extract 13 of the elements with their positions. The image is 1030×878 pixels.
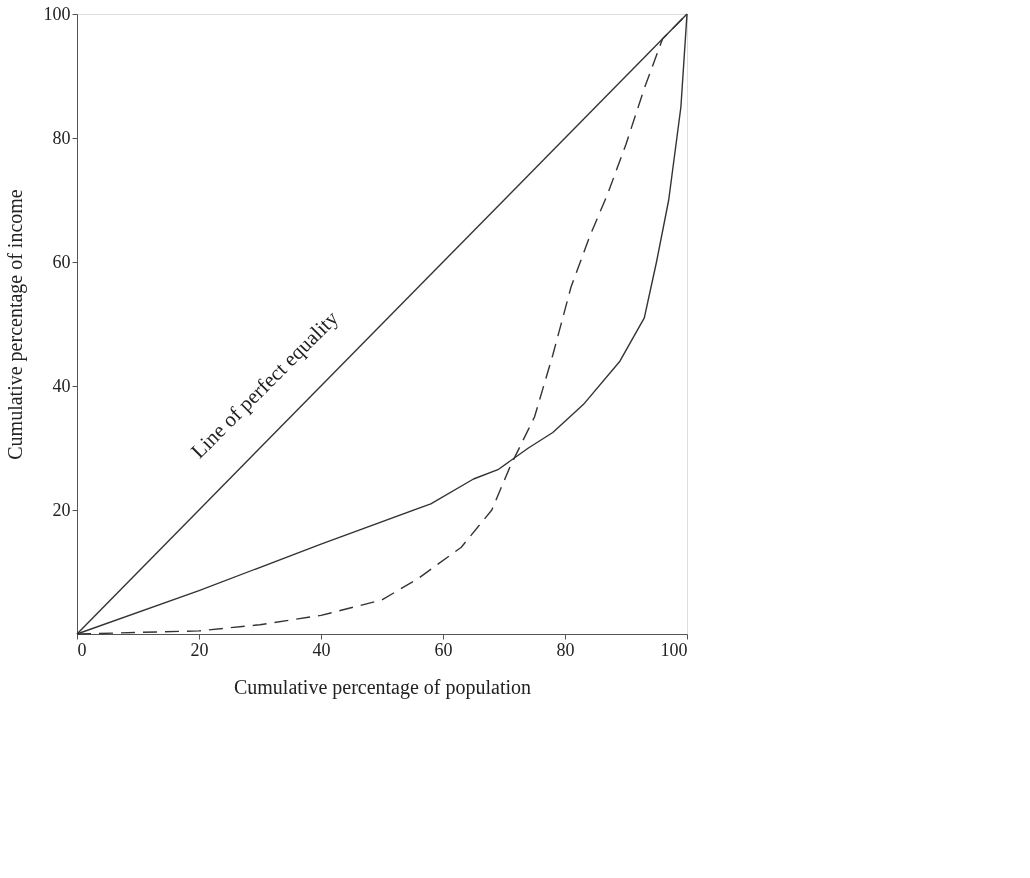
y-tick-label: 20 — [52, 499, 71, 520]
y-axis-title: Cumulative percentage of income — [3, 189, 27, 460]
x-tick-label: 60 — [434, 639, 453, 660]
x-tick-label: 40 — [312, 639, 331, 660]
y-tick-label: 60 — [52, 251, 71, 272]
x-tick-label: 20 — [190, 639, 209, 660]
x-tick-label: 100 — [660, 639, 688, 660]
y-tick-label: 100 — [43, 3, 71, 24]
x-axis-title: Cumulative percentage of population — [233, 675, 532, 699]
y-tick-label: 80 — [52, 127, 71, 148]
y-tick-label: 40 — [52, 375, 71, 396]
x-tick-label: 0 — [77, 639, 87, 660]
x-tick-label: 80 — [556, 639, 575, 660]
